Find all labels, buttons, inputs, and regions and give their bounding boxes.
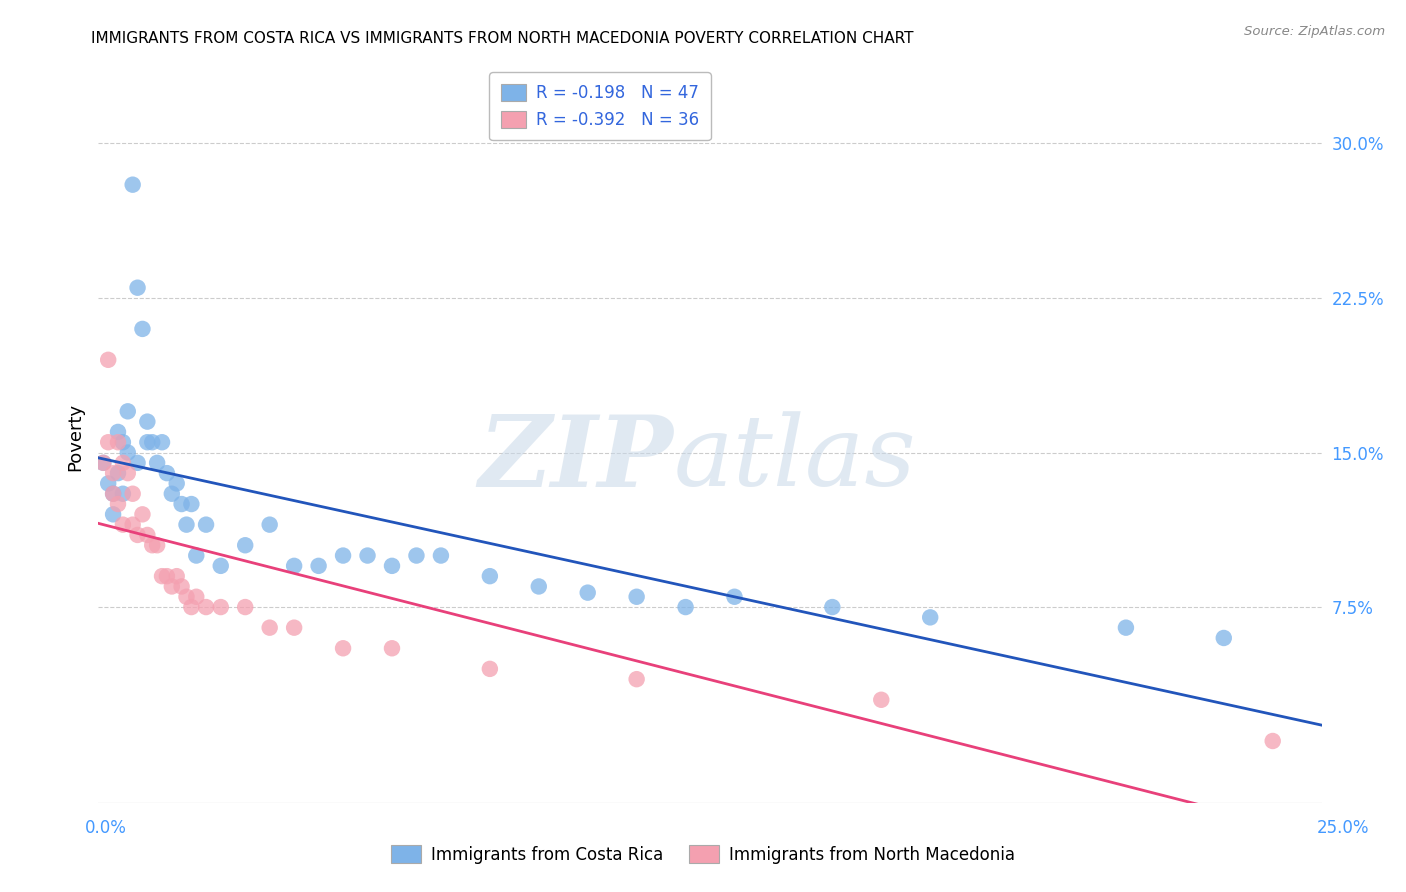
Point: [259, 621, 281, 635]
Point: [233, 600, 256, 615]
Point: [136, 415, 159, 429]
Point: [233, 538, 256, 552]
Y-axis label: Poverty: Poverty: [66, 403, 84, 471]
Text: 25.0%: 25.0%: [1316, 819, 1369, 837]
Point: [136, 435, 159, 450]
Point: [626, 590, 648, 604]
Point: [675, 600, 697, 615]
Point: [170, 579, 193, 593]
Text: atlas: atlas: [673, 411, 917, 507]
Point: [332, 641, 354, 656]
Point: [1115, 621, 1137, 635]
Point: [209, 600, 232, 615]
Point: [111, 456, 134, 470]
Point: [381, 558, 404, 573]
Point: [870, 693, 893, 707]
Point: [131, 322, 153, 336]
Point: [141, 538, 163, 552]
Point: [97, 352, 120, 367]
Legend: R = -0.198   N = 47, R = -0.392   N = 36: R = -0.198 N = 47, R = -0.392 N = 36: [489, 72, 710, 140]
Point: [146, 456, 169, 470]
Point: [117, 445, 139, 459]
Point: [141, 435, 163, 450]
Point: [91, 456, 114, 470]
Point: [127, 281, 149, 295]
Point: [101, 487, 124, 501]
Point: [308, 558, 330, 573]
Point: [150, 435, 173, 450]
Point: [180, 497, 202, 511]
Point: [121, 487, 143, 501]
Point: [576, 585, 599, 599]
Point: [1261, 734, 1284, 748]
Point: [146, 538, 169, 552]
Point: [180, 600, 202, 615]
Point: [160, 487, 183, 501]
Point: [156, 569, 179, 583]
Text: Source: ZipAtlas.com: Source: ZipAtlas.com: [1244, 25, 1385, 38]
Point: [160, 579, 183, 593]
Point: [356, 549, 378, 563]
Point: [821, 600, 844, 615]
Point: [156, 466, 179, 480]
Point: [723, 590, 745, 604]
Point: [107, 425, 129, 439]
Point: [405, 549, 427, 563]
Point: [131, 508, 153, 522]
Point: [117, 404, 139, 418]
Point: [430, 549, 453, 563]
Point: [176, 590, 198, 604]
Point: [111, 487, 134, 501]
Point: [117, 466, 139, 480]
Point: [283, 621, 305, 635]
Point: [381, 641, 404, 656]
Legend: Immigrants from Costa Rica, Immigrants from North Macedonia: Immigrants from Costa Rica, Immigrants f…: [385, 838, 1021, 871]
Point: [97, 476, 120, 491]
Point: [478, 662, 501, 676]
Point: [91, 456, 114, 470]
Point: [283, 558, 305, 573]
Point: [107, 497, 129, 511]
Point: [101, 466, 124, 480]
Point: [97, 435, 120, 450]
Text: 0.0%: 0.0%: [84, 819, 127, 837]
Point: [166, 476, 188, 491]
Point: [107, 435, 129, 450]
Point: [209, 558, 232, 573]
Point: [332, 549, 354, 563]
Point: [121, 178, 143, 192]
Point: [136, 528, 159, 542]
Point: [107, 466, 129, 480]
Point: [186, 549, 208, 563]
Point: [195, 517, 218, 532]
Point: [626, 672, 648, 686]
Point: [127, 456, 149, 470]
Point: [121, 517, 143, 532]
Point: [166, 569, 188, 583]
Point: [186, 590, 208, 604]
Point: [170, 497, 193, 511]
Text: IMMIGRANTS FROM COSTA RICA VS IMMIGRANTS FROM NORTH MACEDONIA POVERTY CORRELATIO: IMMIGRANTS FROM COSTA RICA VS IMMIGRANTS…: [91, 31, 914, 46]
Point: [101, 487, 124, 501]
Point: [111, 435, 134, 450]
Point: [176, 517, 198, 532]
Text: ZIP: ZIP: [478, 411, 673, 508]
Point: [259, 517, 281, 532]
Point: [195, 600, 218, 615]
Point: [527, 579, 550, 593]
Point: [111, 517, 134, 532]
Point: [150, 569, 173, 583]
Point: [920, 610, 942, 624]
Point: [127, 528, 149, 542]
Point: [1212, 631, 1234, 645]
Point: [101, 508, 124, 522]
Point: [478, 569, 501, 583]
